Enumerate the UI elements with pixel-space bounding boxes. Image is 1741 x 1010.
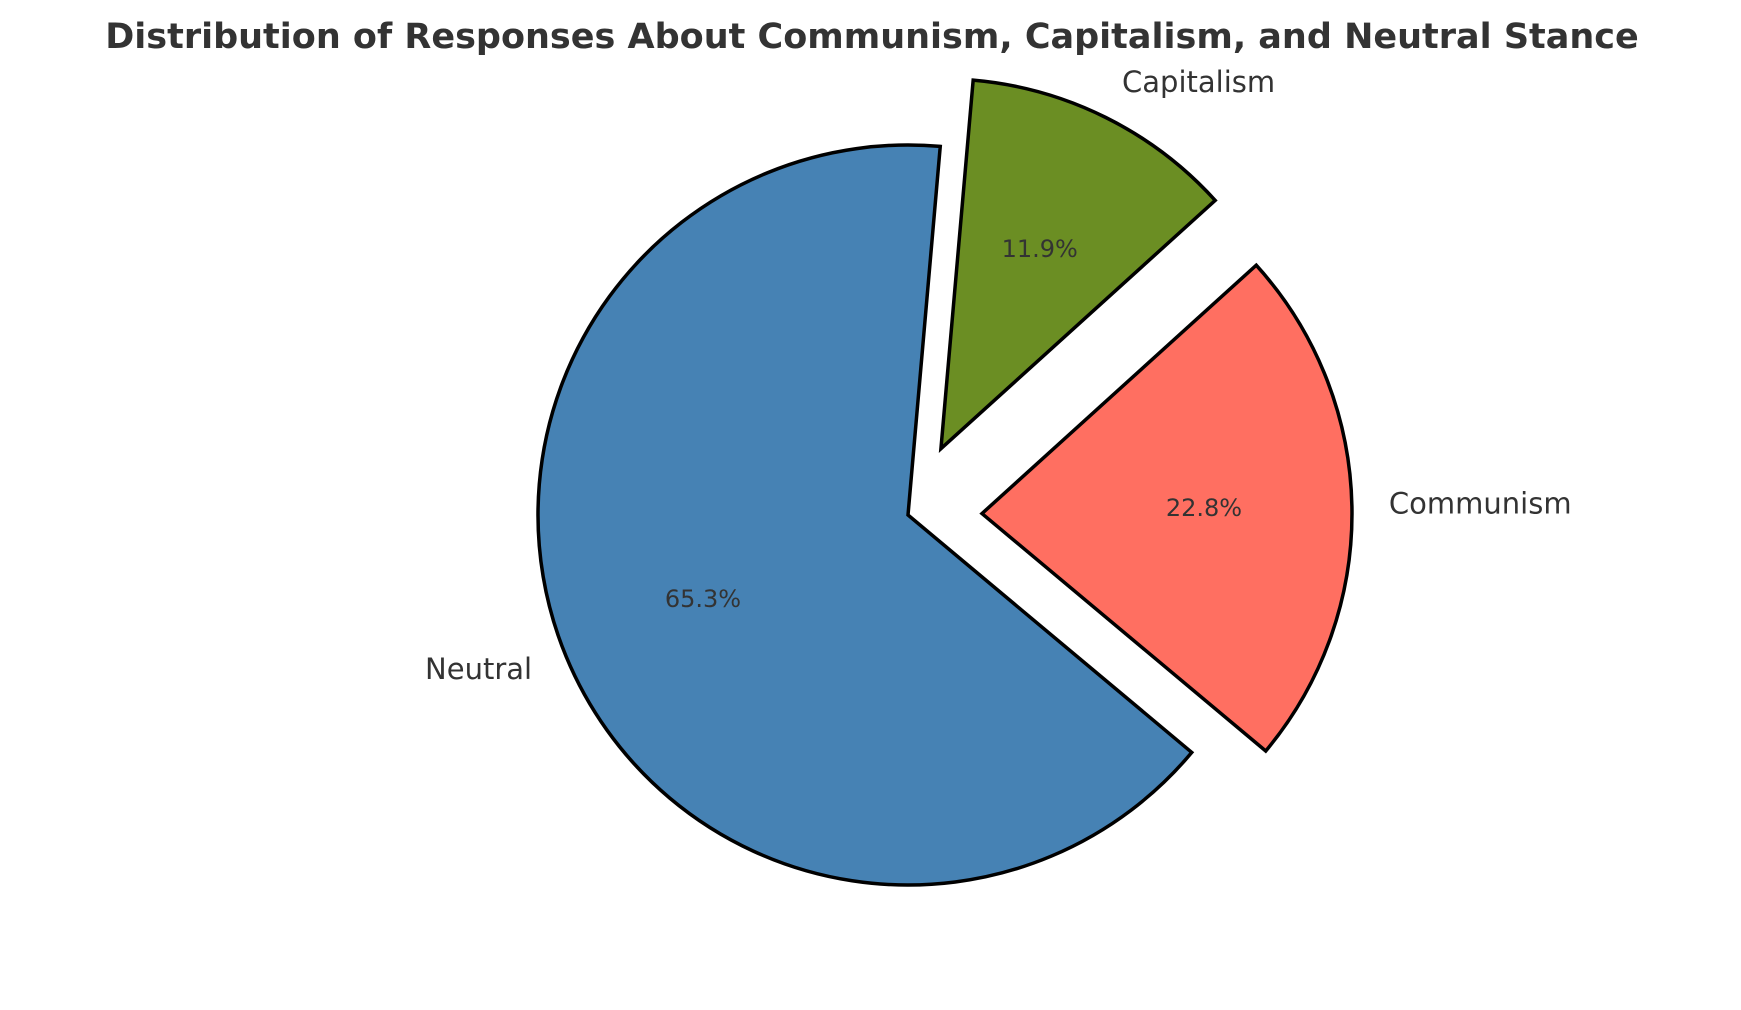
chart-title: Distribution of Responses About Communis… xyxy=(105,17,1639,57)
slice-label-communism: Communism xyxy=(1389,487,1572,521)
pie-slice-communism xyxy=(979,262,1354,754)
pie-slice-neutral xyxy=(536,143,1195,887)
pct-label-capitalism: 11.9% xyxy=(1002,235,1078,263)
pct-label-neutral: 65.3% xyxy=(665,585,741,613)
pie-slices xyxy=(536,78,1354,887)
slice-label-neutral: Neutral xyxy=(425,652,532,686)
pct-label-communism: 22.8% xyxy=(1166,494,1242,522)
pie-labels: Neutral 65.3% Communism 22.8% Capitalism 11.9… xyxy=(425,65,1572,686)
slice-label-capitalism: Capitalism xyxy=(1122,65,1275,99)
pie-slice-capitalism xyxy=(938,78,1218,454)
